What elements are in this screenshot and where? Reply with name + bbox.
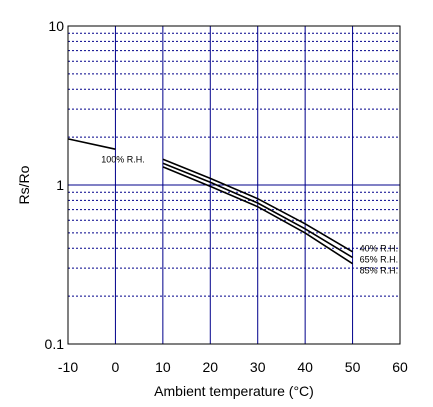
annotation-label: 85% R.H. (360, 265, 399, 275)
y-tick-label: 1 (56, 177, 64, 193)
y-tick-label: 0.1 (45, 336, 65, 352)
annotation-label: 40% R.H. (360, 243, 399, 253)
tick-labels: -10 0 10 20 30 40 50 60 0.1 1 10 (45, 18, 408, 375)
grid (67, 25, 401, 345)
x-tick-label: 20 (202, 359, 218, 375)
x-axis-label: Ambient temperature (°C) (154, 383, 314, 399)
series-line (162, 162, 354, 259)
plot-frame (67, 25, 401, 345)
series-line (162, 166, 354, 265)
series-lines (67, 138, 354, 265)
annotation-label: 65% R.H. (360, 254, 399, 264)
x-tick-label: 30 (250, 359, 266, 375)
x-tick-label: 60 (392, 359, 408, 375)
x-tick-label: 10 (155, 359, 171, 375)
y-axis-label: Rs/Ro (16, 165, 32, 204)
x-tick-label: 50 (345, 359, 361, 375)
x-tick-label: 0 (112, 359, 120, 375)
x-tick-label: 40 (297, 359, 313, 375)
annotation-label: 100% R.H. (101, 154, 145, 164)
x-tick-label: -10 (58, 359, 78, 375)
series-line (67, 138, 116, 150)
y-tick-label: 10 (48, 18, 64, 34)
series-line (162, 158, 354, 253)
annotations: 100% R.H. 40% R.H.65% R.H.85% R.H. (101, 154, 398, 275)
